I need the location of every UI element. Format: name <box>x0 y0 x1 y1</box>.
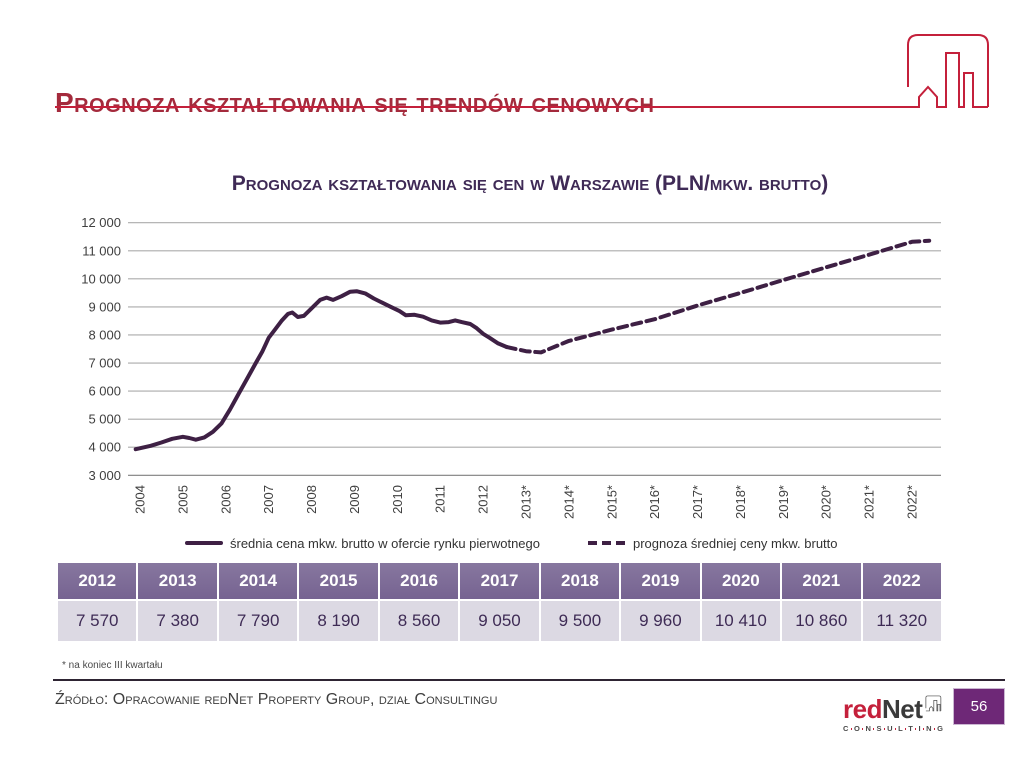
footnote: * na koniec III kwartału <box>62 660 163 671</box>
table-value-row: 7 570 7 380 7 790 8 190 8 560 9 050 9 500 9 960… <box>58 601 941 641</box>
x-tick-label: 2015* <box>604 485 619 519</box>
y-tick-label: 9 000 <box>88 299 121 314</box>
table-price-cell: 10 860 <box>782 601 861 641</box>
x-tick-label: 2016* <box>647 485 662 519</box>
legend-label: prognoza średniej ceny mkw. brutto <box>633 535 838 551</box>
series-dashed <box>504 238 932 355</box>
footer-separator <box>53 679 1005 681</box>
table-price-cell: 9 050 <box>460 601 539 641</box>
x-tick-label: 2021* <box>862 485 877 519</box>
table-year-header: 2018 <box>540 563 620 599</box>
page-number-badge: 56 <box>953 688 1005 725</box>
red-dot-icon <box>895 727 896 730</box>
consulting-letter: C <box>843 724 849 733</box>
legend-label: średnia cena mkw. brutto w ofercie rynku… <box>230 535 540 551</box>
x-tick-label: 2009 <box>347 485 362 514</box>
source-note: Źródło: Opracowanie redNet Property Grou… <box>55 691 498 708</box>
rednet-building-icon <box>925 695 942 712</box>
table-year-header: 2019 <box>621 563 700 599</box>
price-trend-chart: 12 000 11 000 10 000 9 000 8 000 7 000 6 000 5 … <box>81 215 941 519</box>
table-price-cell: 7 380 <box>138 601 217 641</box>
table-year-header: 2015 <box>299 563 378 599</box>
rednet-skyline-logo-icon <box>55 34 989 108</box>
table-year-header: 2012 <box>58 563 137 599</box>
x-tick-label: 2007 <box>261 485 276 514</box>
x-tick-label: 2020* <box>819 485 834 519</box>
y-tick-label: 3 000 <box>88 468 121 483</box>
table-year-header: 2017 <box>460 563 539 599</box>
table-price-cell: 11 320 <box>862 601 941 641</box>
page-title: Prognoza kształtowania się trendów cenow… <box>55 86 655 118</box>
table-price-cell: 8 190 <box>299 601 378 641</box>
x-tick-label: 2010 <box>390 485 405 514</box>
price-table: 2012 2013 2014 2015 2016 2017 2018 2019 2020 2021… <box>56 561 943 643</box>
x-tick-label: 2008 <box>304 485 319 514</box>
y-tick-label: 8 000 <box>88 327 121 342</box>
y-tick-label: 4 000 <box>88 440 121 455</box>
table-price-cell: 8 560 <box>379 601 459 641</box>
consulting-letter: I <box>918 724 921 733</box>
x-tick-label: 2017* <box>690 485 705 519</box>
consulting-letter: G <box>937 724 944 733</box>
chart-title: Prognoza kształtowania się cen w Warszaw… <box>231 172 829 195</box>
table-price-cell: 7 790 <box>218 601 298 641</box>
red-dot-icon <box>873 727 874 730</box>
x-tick-label: 2013* <box>519 485 534 519</box>
x-tick-label: 2022* <box>905 485 920 519</box>
legend-item-forecast: prognoza średniej ceny mkw. brutto <box>588 533 838 553</box>
consulting-letter: O <box>854 724 860 733</box>
red-dot-icon <box>915 727 916 730</box>
red-dot-icon <box>934 727 935 730</box>
table-price-cell: 9 500 <box>540 601 620 641</box>
table-year-header: 2014 <box>218 563 298 599</box>
legend-item-actual: średnia cena mkw. brutto w ofercie rynku… <box>185 533 540 553</box>
table-price-cell: 7 570 <box>58 601 137 641</box>
x-tick-label: 2004 <box>133 485 148 514</box>
consulting-letter: N <box>926 724 932 733</box>
y-tick-label: 10 000 <box>81 271 121 286</box>
table-price-cell: 10 410 <box>701 601 781 641</box>
consulting-letter: S <box>876 724 882 733</box>
brand-row: red Net <box>843 684 943 722</box>
chart-legend: średnia cena mkw. brutto w ofercie rynku… <box>0 533 1024 557</box>
table-year-header: 2021 <box>782 563 861 599</box>
table-year-header: 2013 <box>138 563 217 599</box>
x-tick-label: 2006 <box>218 485 233 514</box>
table-year-header: 2016 <box>379 563 459 599</box>
x-tick-label: 2005 <box>175 485 190 514</box>
table-price-cell: 9 960 <box>621 601 700 641</box>
y-tick-label: 5 000 <box>88 412 121 427</box>
x-tick-label: 2011 <box>433 485 448 513</box>
table-year-header: 2020 <box>701 563 781 599</box>
page-number: 56 <box>970 698 988 715</box>
y-tick-label: 6 000 <box>88 384 121 399</box>
y-tick-label: 11 000 <box>82 243 121 258</box>
consulting-letter: T <box>908 724 913 733</box>
consulting-letter: L <box>898 724 903 733</box>
x-tick-label: 2018* <box>733 485 748 519</box>
table-year-header: 2022 <box>862 563 941 599</box>
y-tick-label: 7 000 <box>88 356 121 371</box>
brand-dark-text: Net <box>881 694 923 724</box>
red-dot-icon <box>862 727 863 730</box>
x-tick-label: 2014* <box>561 485 576 519</box>
consulting-letter: U <box>887 724 893 733</box>
x-tick-label: 2019* <box>776 485 791 519</box>
series-solid <box>133 289 509 452</box>
consulting-letter: N <box>865 724 871 733</box>
dashed-line-icon <box>588 541 626 545</box>
table-header-row: 2012 2013 2014 2015 2016 2017 2018 2019 2020 2021… <box>58 563 941 599</box>
red-dot-icon <box>850 727 852 730</box>
x-tick-label: 2012 <box>476 485 491 514</box>
brand-red-text: red <box>843 694 882 724</box>
solid-line-icon <box>185 541 223 545</box>
red-dot-icon <box>923 727 924 730</box>
y-tick-label: 12 000 <box>81 215 121 230</box>
red-dot-icon <box>883 727 885 730</box>
red-dot-icon <box>905 727 906 730</box>
